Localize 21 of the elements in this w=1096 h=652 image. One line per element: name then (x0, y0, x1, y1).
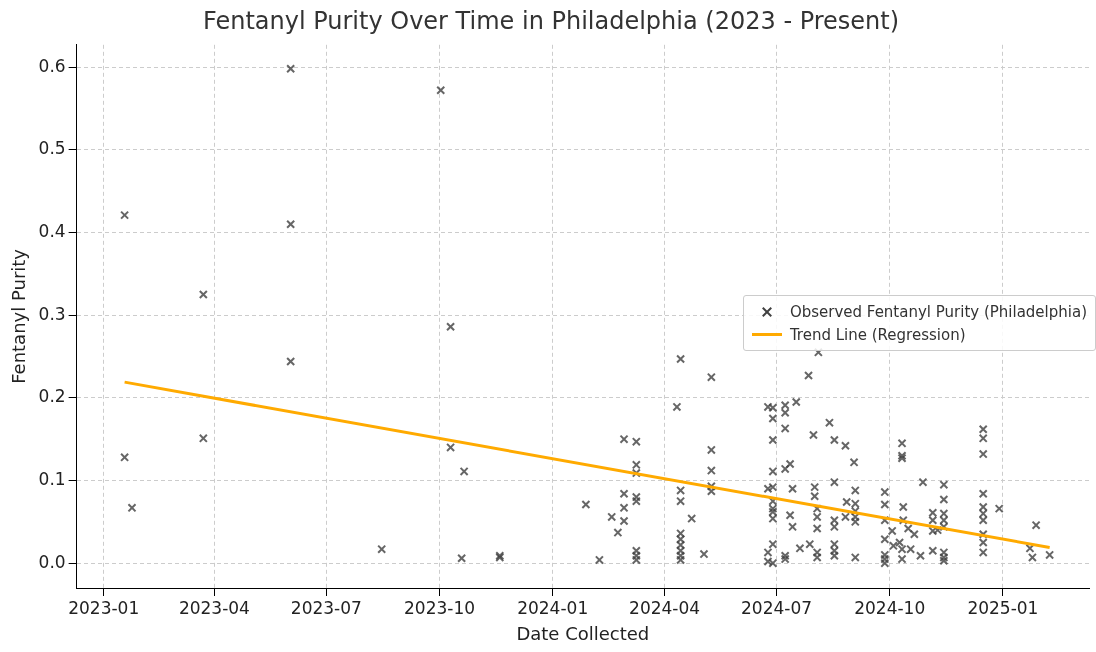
x-tick-label: 2024-04 (629, 597, 701, 618)
x-tick-label: 2024-01 (517, 597, 589, 618)
x-tick-label: 2023-07 (290, 597, 362, 618)
y-axis-title: Fentanyl Purity (8, 248, 30, 384)
x-tick-label: 2023-01 (68, 597, 140, 618)
x-axis-title: Date Collected (516, 622, 650, 644)
x-tick-label: 2024-10 (854, 597, 926, 618)
legend-label: Trend Line (Regression) (789, 325, 966, 344)
legend-label: Observed Fentanyl Purity (Philadelphia) (789, 302, 1087, 321)
x-tick-label: 2023-10 (404, 597, 476, 618)
y-tick-label: 0.6 (38, 55, 66, 76)
x-tick-label: 2024-07 (741, 597, 813, 618)
y-tick-label: 0.3 (38, 303, 66, 324)
y-tick-label: 0.2 (38, 386, 66, 407)
x-tick-label: 2025-01 (967, 597, 1039, 618)
y-tick-label: 0.0 (38, 551, 66, 572)
chart-title: Fentanyl Purity Over Time in Philadelphia (2023 - Present) (202, 6, 900, 35)
x-tick-label: 2023-04 (178, 597, 250, 618)
y-tick-label: 0.1 (38, 468, 66, 489)
y-tick-label: 0.4 (38, 220, 66, 241)
y-tick-label: 0.5 (38, 138, 66, 159)
